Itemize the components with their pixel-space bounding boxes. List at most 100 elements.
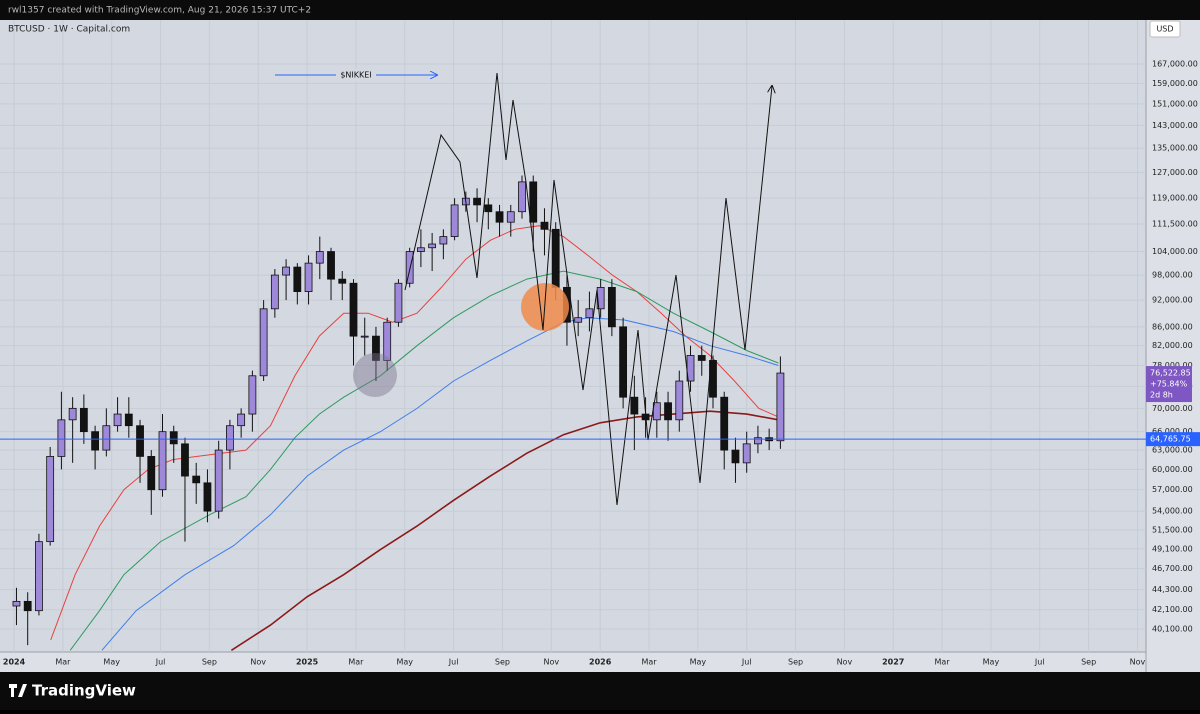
candle-body <box>304 262 313 292</box>
candle-body <box>91 431 100 451</box>
candle-body <box>12 600 21 607</box>
candle-body <box>731 449 740 464</box>
x-tick-label: 2025 <box>296 658 319 667</box>
x-tick-label: May <box>397 658 414 667</box>
moving-average <box>50 225 779 641</box>
annotation-label: $NIKKEI <box>340 71 371 80</box>
annotation-bg <box>336 69 376 81</box>
candle-body <box>147 456 156 491</box>
candle-body <box>742 443 751 464</box>
candle-body <box>315 251 324 264</box>
highlight-circle <box>353 353 397 397</box>
candle-body <box>372 335 380 361</box>
y-tick-label: 44,300.00 <box>1152 585 1193 594</box>
candle-body <box>518 181 526 213</box>
x-tick-label: 2024 <box>3 658 26 667</box>
y-tick-label: 111,500.00 <box>1152 219 1198 228</box>
y-tick-label: 104,000.00 <box>1152 247 1198 256</box>
axes: 40,100.00 42,100.00 44,300.00 46,700.00 49,1… <box>0 59 1200 667</box>
y-tick-label: 54,000.00 <box>1152 507 1193 516</box>
y-tick-label: 40,100.00 <box>1152 625 1193 634</box>
candle-body <box>113 413 122 427</box>
x-tick-label: May <box>690 658 707 667</box>
y-tick-label: 167,000.00 <box>1152 59 1198 68</box>
candle-body <box>203 482 212 512</box>
y-tick-label: 57,000.00 <box>1152 485 1193 494</box>
y-tick-label: 63,000.00 <box>1152 446 1193 455</box>
y-tick-label: 70,000.00 <box>1152 404 1193 413</box>
candle-body <box>664 402 672 421</box>
candle-body <box>428 243 437 249</box>
x-tick-label: Nov <box>544 658 560 667</box>
x-tick-label: Jul <box>741 658 752 667</box>
last-price-change: +75.84% <box>1150 380 1188 389</box>
y-tick-label: 98,000.00 <box>1152 271 1193 280</box>
y-tick-label: 66,000.00 <box>1152 427 1193 436</box>
y-tick-label: 159,000.00 <box>1152 79 1198 88</box>
y-tick-label: 135,000.00 <box>1152 144 1198 153</box>
candle-body <box>327 251 335 280</box>
x-tick-label: 2026 <box>589 658 612 667</box>
bottom-bar <box>0 672 1200 710</box>
y-tick-label: 78,000.00 <box>1152 361 1193 370</box>
y-tick-label: 49,100.00 <box>1152 544 1193 553</box>
last-price-countdown: 2d 8h <box>1150 391 1173 400</box>
x-tick-label: Sep <box>1081 658 1096 667</box>
candle-body <box>270 274 279 310</box>
candle-body <box>630 396 639 415</box>
candle-body <box>226 425 234 451</box>
currency-box[interactable] <box>1149 20 1181 38</box>
candle-body <box>57 419 66 457</box>
x-tick-label: Mar <box>348 658 364 667</box>
credit: rwl1357 created with TradingView.com, Au… <box>8 6 311 16</box>
candle-body <box>619 326 628 398</box>
candle-body <box>169 431 178 445</box>
y-tick-label: 92,000.00 <box>1152 296 1193 305</box>
candle-body <box>102 425 111 451</box>
candle-body <box>596 286 605 310</box>
y-tick-label: 127,000.00 <box>1152 168 1198 177</box>
candle-body <box>506 211 515 223</box>
x-tick-label: Jul <box>155 658 166 667</box>
candle-body <box>68 407 77 421</box>
currency: USD <box>1156 25 1173 34</box>
candle-body <box>439 236 448 245</box>
y-tick-label: 86,000.00 <box>1152 322 1193 331</box>
plot-area <box>0 20 1146 652</box>
x-tick-label: Sep <box>202 658 217 667</box>
candle-body <box>607 286 616 328</box>
x-tick-label: Nov <box>1130 658 1146 667</box>
candle-body <box>574 317 583 323</box>
last-price-label: 76,522.85 <box>1150 369 1191 378</box>
candle-body <box>181 443 189 477</box>
price-badge-label: 64,765.75 <box>1150 435 1191 444</box>
x-tick-label: Mar <box>641 658 657 667</box>
projection-path <box>404 72 772 506</box>
price-axis <box>1146 20 1200 672</box>
y-tick-label: 119,000.00 <box>1152 194 1198 203</box>
candle-body <box>473 197 481 206</box>
candle-body <box>675 380 684 421</box>
candle-body <box>214 449 223 512</box>
x-tick-label: Mar <box>55 658 71 667</box>
candle-body <box>551 228 560 288</box>
candles <box>12 175 785 646</box>
chart-title: BTCUSD · 1W · Capital.com <box>8 25 130 35</box>
candle-body <box>697 355 706 361</box>
x-tick-label: Mar <box>935 658 951 667</box>
x-tick-label: Sep <box>788 658 803 667</box>
moving-average <box>101 317 779 651</box>
x-tick-label: May <box>103 658 120 667</box>
candle-body <box>293 266 302 292</box>
candle-body <box>124 413 133 427</box>
x-tick-label: Jul <box>1034 658 1045 667</box>
x-tick-label: Sep <box>495 658 510 667</box>
candle-body <box>259 308 268 377</box>
candle-body <box>720 396 729 451</box>
drawings <box>275 69 772 506</box>
candle-body <box>529 181 538 223</box>
x-tick-label: Jul <box>448 658 459 667</box>
brand-logo <box>9 684 27 697</box>
candle-body <box>158 431 167 491</box>
